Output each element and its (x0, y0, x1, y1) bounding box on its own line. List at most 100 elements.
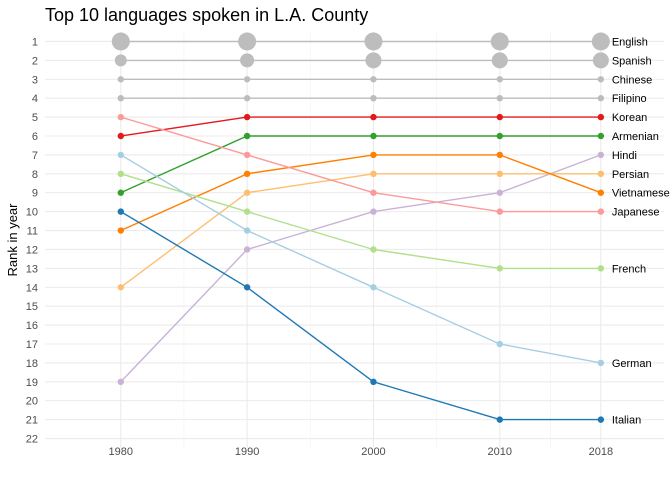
y-tick-label: 9 (32, 188, 38, 200)
point-hindi (243, 246, 251, 253)
point-korean (243, 113, 251, 121)
y-tick-label: 16 (26, 320, 38, 332)
point-korean (117, 132, 124, 140)
point-french (243, 208, 251, 215)
point-persian (496, 170, 503, 178)
y-tick-label: 7 (32, 150, 38, 162)
point-vietnamese (243, 170, 251, 178)
y-tick-label: 4 (32, 93, 38, 105)
label-italian: Italian (612, 415, 641, 427)
label-german: German (612, 358, 652, 370)
point-korean (597, 113, 605, 121)
label-vietnamese: Vietnamese (612, 188, 670, 200)
point-japanese (243, 151, 251, 159)
point-german (243, 227, 251, 234)
point-persian (243, 189, 251, 196)
y-tick-label: 20 (26, 396, 38, 408)
point-english (111, 32, 130, 51)
point-armenian (496, 132, 503, 140)
series-line-korean (120, 116, 601, 137)
point-persian (597, 170, 605, 178)
chart-title: Top 10 languages spoken in L.A. County (45, 5, 369, 25)
label-filipino: Filipino (612, 93, 647, 105)
point-chinese (243, 76, 251, 83)
point-hindi (496, 189, 503, 196)
x-tick-label: 1990 (235, 446, 259, 458)
y-tick-label: 10 (26, 207, 38, 219)
point-english (490, 32, 509, 51)
point-italian (243, 284, 251, 291)
label-spanish: Spanish (612, 55, 652, 67)
point-vietnamese (496, 151, 503, 159)
series-line-german (120, 154, 601, 364)
y-axis-title: Rank in year (5, 203, 20, 277)
point-spanish (114, 54, 127, 67)
point-french (597, 265, 605, 272)
point-chinese (597, 76, 605, 83)
y-tick-label: 1 (32, 36, 38, 48)
point-vietnamese (117, 227, 124, 234)
y-tick-label: 14 (26, 282, 38, 294)
point-italian (597, 416, 605, 423)
y-tick-label: 19 (26, 377, 38, 389)
y-tick-label: 12 (26, 244, 38, 256)
point-hindi (597, 151, 605, 159)
label-korean: Korean (612, 112, 647, 124)
point-german (117, 151, 124, 159)
point-english (591, 32, 610, 51)
point-german (370, 284, 377, 291)
point-chinese (117, 76, 124, 83)
point-filipino (597, 94, 605, 102)
point-vietnamese (370, 151, 377, 159)
point-armenian (597, 132, 605, 140)
point-spanish (365, 52, 382, 69)
y-tick-label: 22 (26, 434, 38, 446)
point-armenian (370, 132, 377, 140)
point-persian (117, 284, 124, 291)
point-japanese (117, 113, 124, 121)
grid-layer (45, 32, 664, 448)
point-japanese (597, 208, 605, 215)
y-tick-label: 3 (32, 74, 38, 86)
y-tick-label: 8 (32, 169, 38, 181)
y-tick-label: 6 (32, 131, 38, 143)
series-points (111, 32, 610, 423)
y-tick-label: 5 (32, 112, 38, 124)
x-tick-label: 2010 (488, 446, 512, 458)
label-english: English (612, 36, 648, 48)
point-armenian (243, 132, 251, 140)
point-spanish (592, 52, 609, 69)
label-persian: Persian (612, 169, 649, 181)
y-tick-label: 11 (27, 226, 38, 238)
y-tick-label: 2 (32, 55, 38, 67)
point-german (496, 340, 503, 348)
y-tick-label: 18 (26, 358, 38, 370)
point-korean (370, 113, 377, 121)
series-line-armenian (120, 135, 601, 194)
point-french (496, 265, 503, 272)
y-tick-label: 21 (26, 415, 38, 427)
point-persian (370, 170, 377, 178)
point-chinese (496, 76, 503, 83)
series-line-italian (120, 210, 601, 421)
point-hindi (370, 208, 377, 215)
point-armenian (117, 189, 124, 196)
point-italian (496, 416, 503, 423)
point-german (597, 359, 605, 367)
label-armenian: Armenian (612, 131, 659, 143)
point-japanese (496, 208, 503, 215)
point-filipino (496, 94, 503, 102)
point-filipino (243, 94, 251, 102)
series-labels: English Spanish Chinese Filipino Korean Armen… (612, 36, 670, 426)
point-filipino (370, 94, 377, 102)
label-french: French (612, 263, 646, 275)
point-korean (496, 113, 503, 121)
point-french (117, 170, 124, 178)
point-italian (117, 208, 124, 215)
point-spanish (491, 52, 508, 69)
x-tick-label: 1980 (109, 446, 133, 458)
point-english (238, 32, 257, 51)
label-hindi: Hindi (612, 150, 637, 162)
